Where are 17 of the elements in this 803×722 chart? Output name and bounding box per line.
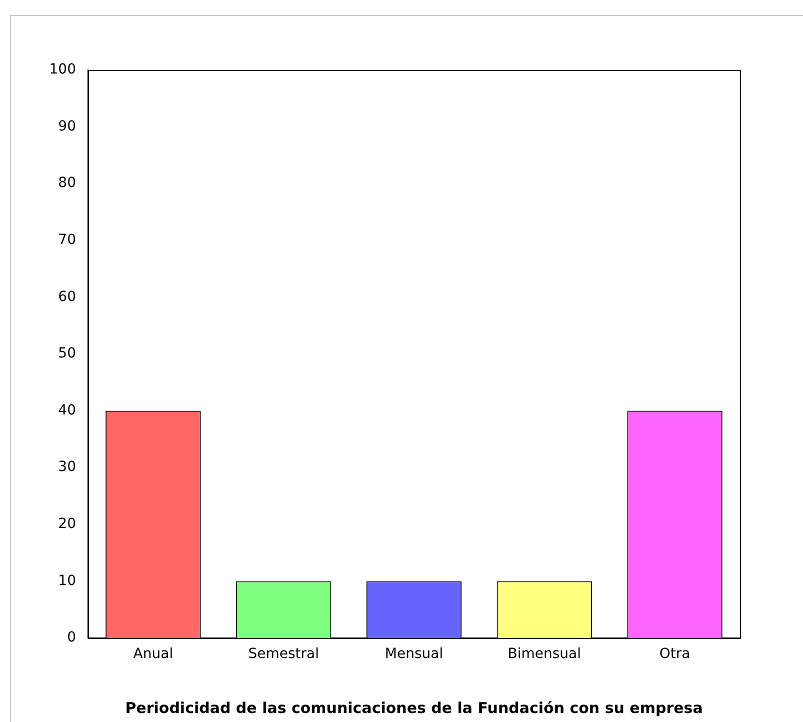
x-tick-label: Anual (133, 646, 174, 662)
y-tick-label: 50 (58, 346, 76, 362)
y-tick-label: 0 (67, 630, 76, 646)
x-tick-label: Otra (659, 646, 690, 662)
y-tick-label: 60 (58, 288, 76, 305)
y-tick-label: 10 (58, 572, 76, 589)
y-tick-label: 40 (58, 402, 76, 418)
y-tick-label: 30 (58, 459, 76, 476)
x-tick-label: Mensual (384, 646, 444, 662)
x-tick-label: Bimensual (508, 646, 582, 662)
y-tick-label: 90 (58, 118, 76, 134)
y-tick-label: 80 (58, 175, 76, 192)
y-tick-label: 20 (58, 516, 76, 532)
x-axis-title: Periodicidad de las comunicaciones de la Fundación con su empresa (125, 698, 703, 717)
y-tick-label: 100 (49, 62, 76, 78)
y-tick-label: 70 (58, 232, 76, 248)
x-tick-label: Semestral (248, 646, 319, 662)
